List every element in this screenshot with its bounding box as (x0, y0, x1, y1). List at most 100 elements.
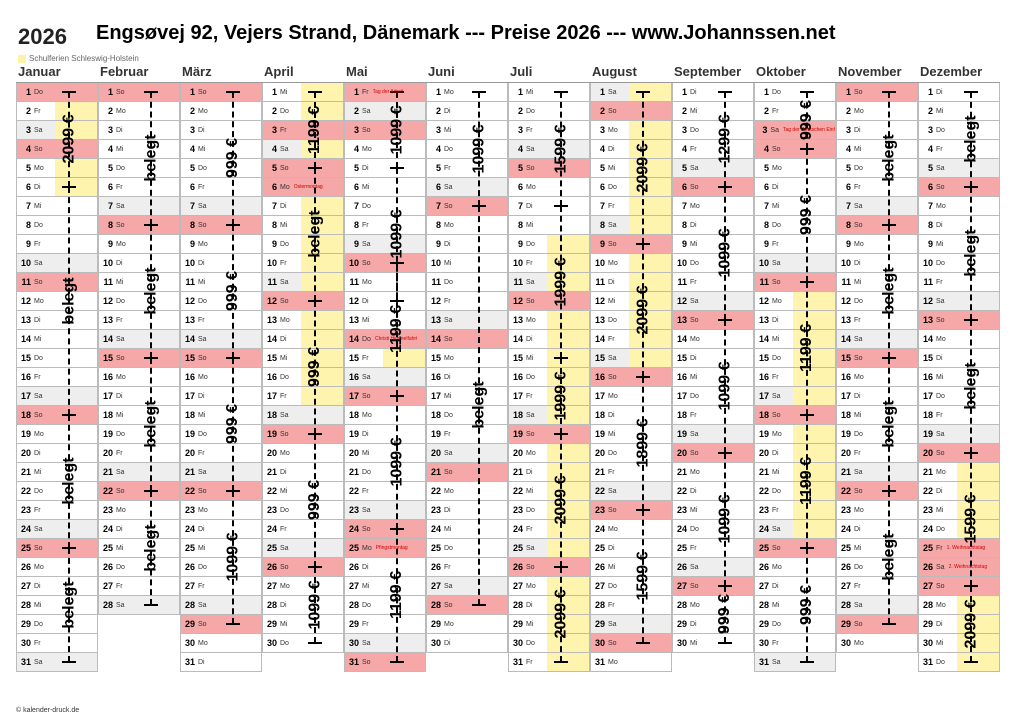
booking-period-line (232, 357, 234, 491)
price-label: 1099 € (305, 580, 323, 629)
day-number: 23 (594, 505, 605, 515)
day-cell: 10 Mo (590, 254, 672, 273)
period-tick (472, 90, 486, 93)
day-number: 7 (681, 201, 687, 211)
day-cell: 18 Fr (672, 406, 754, 425)
day-number: 6 (435, 182, 441, 192)
day-cell: 30 Mo (836, 634, 918, 653)
day-cell: 5 Do (98, 159, 180, 178)
booking-period-line (724, 452, 726, 586)
day-number: 21 (430, 467, 441, 477)
day-number: 27 (840, 581, 851, 591)
day-cell: 11 Mi (180, 273, 262, 292)
day-cell: 16 Mo (180, 368, 262, 387)
day-number: 1 (189, 87, 195, 97)
day-number: 16 (840, 372, 851, 382)
day-cell: 22 So (836, 482, 918, 501)
day-number: 27 (512, 581, 523, 591)
weekday-label: Mi (116, 278, 124, 286)
day-number: 29 (430, 619, 441, 629)
period-tick (308, 565, 322, 568)
period-tick (144, 223, 158, 226)
day-cell: 7 Mi (754, 197, 836, 216)
weekday-label: Fr (854, 449, 861, 457)
weekday-label: So (608, 240, 617, 248)
day-cell: 17 Fr (508, 387, 590, 406)
weekday-label: Do (198, 563, 207, 571)
day-number: 11 (595, 277, 605, 287)
day-cell: 3 Mo (590, 121, 672, 140)
day-number: 28 (430, 600, 441, 610)
weekday-label: Mi (444, 392, 452, 400)
weekday-label: Di (444, 240, 451, 248)
weekday-label: Mo (936, 601, 946, 609)
day-number: 2 (927, 106, 933, 116)
day-cell: 6 Mo Ostermontag (262, 178, 344, 197)
month-name: Juli (510, 64, 533, 79)
day-number: 2 (353, 106, 359, 116)
day-cell: 17 Sa (754, 387, 836, 406)
day-number: 31 (922, 657, 933, 667)
weekday-label: Sa (444, 316, 453, 324)
day-cell: 4 Sa (508, 140, 590, 159)
day-number: 8 (271, 220, 277, 230)
weekday-label: Di (280, 335, 287, 343)
weekday-label: Di (34, 316, 41, 324)
day-number: 2 (25, 106, 31, 116)
day-number: 17 (430, 391, 441, 401)
day-cell: 18 So (754, 406, 836, 425)
weekday-label: Di (444, 639, 451, 647)
day-cell: 10 Di (180, 254, 262, 273)
day-cell: 15 So (180, 349, 262, 368)
weekday-label: Mo (772, 563, 782, 571)
day-number: 26 (758, 562, 769, 572)
day-cell: 25 Di (590, 539, 672, 558)
day-cell: 10 Di (98, 254, 180, 273)
weekday-label: So (198, 354, 207, 362)
weekday-label: Di (772, 582, 779, 590)
weekday-label: So (362, 392, 371, 400)
day-cell: 2 Mi (672, 102, 754, 121)
day-number: 12 (266, 296, 277, 306)
weekday-label: Mi (116, 411, 124, 419)
day-cell: 19 Mi (590, 425, 672, 444)
booking-period-line (970, 452, 972, 586)
day-number: 6 (681, 182, 687, 192)
day-cell: 19 Sa (918, 425, 1000, 444)
day-cell: 9 Mi (672, 235, 754, 254)
weekday-label: Mi (362, 316, 370, 324)
day-cell: 8 Di (672, 216, 754, 235)
day-number: 16 (184, 372, 195, 382)
day-cell: 26 Fr (426, 558, 508, 577)
day-number: 7 (927, 201, 933, 211)
day-cell: 20 Mo (262, 444, 344, 463)
weekday-label: Mi (526, 354, 534, 362)
day-cell: 1 Di (918, 83, 1000, 102)
period-tick (882, 622, 896, 625)
day-number: 10 (758, 258, 769, 268)
weekday-label: So (936, 449, 945, 457)
day-number: 5 (599, 163, 605, 173)
day-cell: 29 Di (672, 615, 754, 634)
price-label: 999 € (306, 346, 324, 388)
day-cell: 16 Fr (16, 368, 98, 387)
weekday-label: Sa (444, 183, 453, 191)
day-number: 13 (20, 315, 31, 325)
day-number: 8 (353, 220, 359, 230)
weekday-label: So (936, 183, 945, 191)
day-cell: 3 Mi (426, 121, 508, 140)
day-number: 13 (840, 315, 851, 325)
day-number: 25 (184, 543, 195, 553)
day-cell: 23 Mo (836, 501, 918, 520)
day-number: 10 (348, 258, 359, 268)
day-number: 19 (184, 429, 195, 439)
weekday-label: So (690, 183, 699, 191)
day-number: 4 (763, 144, 769, 154)
weekday-label: So (936, 582, 945, 590)
day-cell: 2 Do (262, 102, 344, 121)
day-number: 21 (266, 467, 277, 477)
day-cell: 23 Fr (16, 501, 98, 520)
day-cell: 20 Fr (98, 444, 180, 463)
day-cell: 1 Do (16, 83, 98, 102)
day-cell: 26 Do (180, 558, 262, 577)
